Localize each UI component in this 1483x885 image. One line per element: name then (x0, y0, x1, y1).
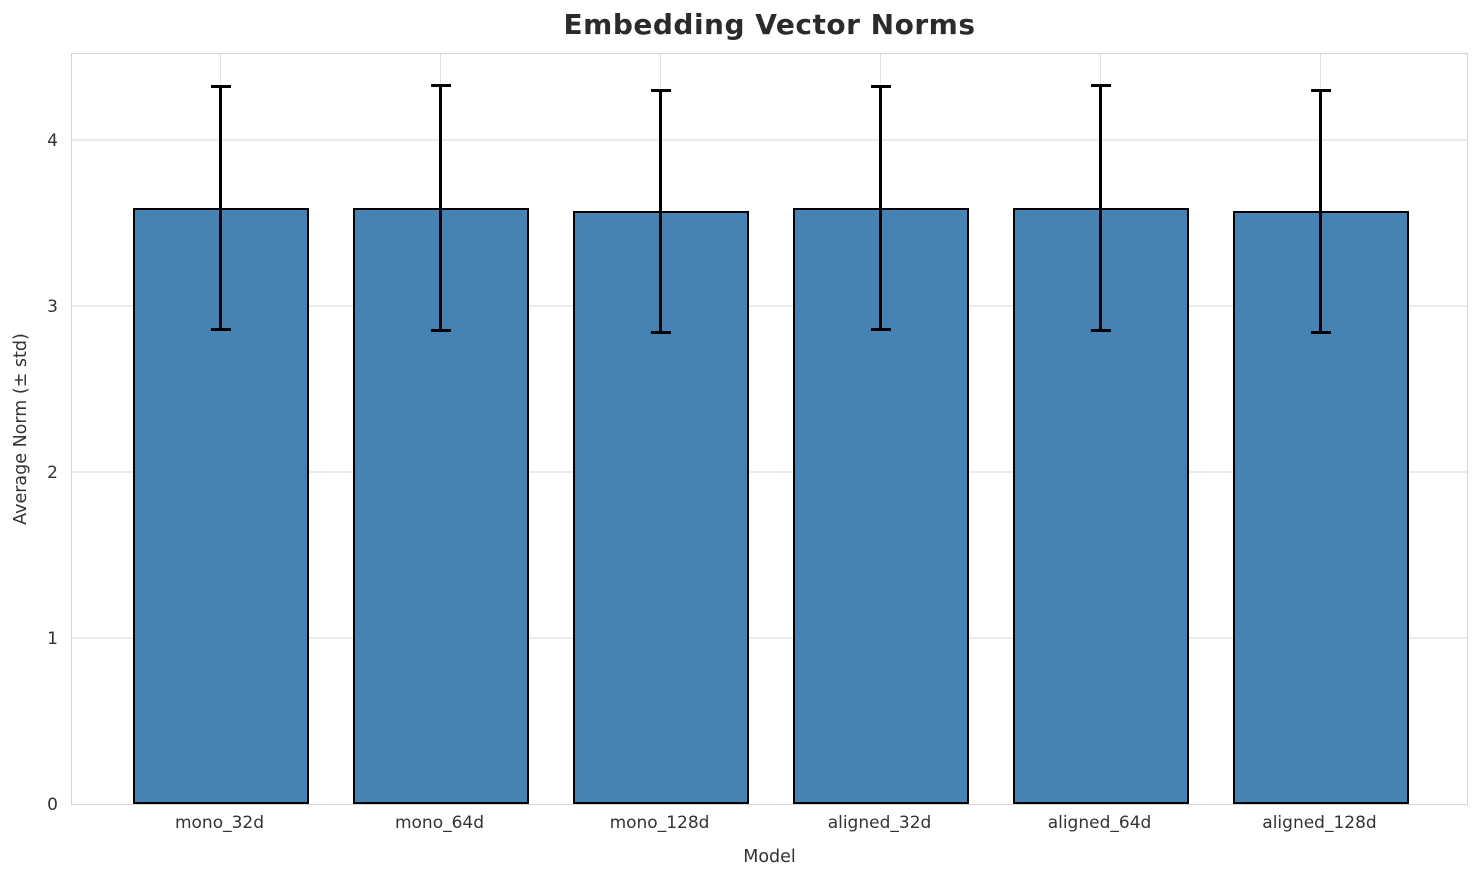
plot-area (71, 53, 1468, 805)
y-tick-label: 0 (47, 795, 58, 815)
bar (1232, 211, 1409, 804)
horizontal-gridline (72, 637, 1467, 639)
error-bar-cap-bottom (430, 329, 451, 333)
error-bar-cap-bottom (1090, 329, 1111, 333)
error-bar-line (1099, 85, 1102, 331)
y-tick-label: 4 (47, 130, 58, 151)
horizontal-gridline (72, 139, 1467, 141)
x-tick-label: mono_64d (394, 813, 485, 833)
error-bar-cap-bottom (870, 327, 891, 331)
horizontal-gridline (72, 471, 1467, 473)
chart-title: Embedding Vector Norms (563, 8, 976, 41)
error-bar-line (879, 86, 882, 330)
x-tick-label: mono_32d (174, 813, 265, 833)
error-bar-line (659, 90, 662, 333)
y-tick-label: 1 (47, 628, 58, 649)
x-tick-label: mono_128d (609, 813, 710, 833)
error-bar-cap-top (1090, 83, 1111, 87)
bar (792, 208, 969, 804)
x-tick-label: aligned_64d (1047, 813, 1152, 833)
x-axis-label: Model (743, 847, 796, 867)
error-bar-cap-top (1310, 88, 1331, 92)
x-tick-label: aligned_128d (1262, 813, 1377, 833)
y-tick-label: 3 (47, 296, 58, 317)
error-bar-cap-top (210, 85, 231, 89)
error-bar-cap-bottom (210, 327, 231, 331)
error-bar-cap-top (650, 88, 671, 92)
y-tick-label: 2 (47, 462, 58, 483)
error-bar-cap-bottom (1310, 331, 1331, 335)
error-bar-line (219, 86, 222, 330)
horizontal-gridline (72, 305, 1467, 307)
error-bar-cap-top (870, 85, 891, 89)
error-bar-cap-top (430, 83, 451, 87)
x-tick-label: aligned_32d (827, 813, 932, 833)
error-bar-cap-bottom (650, 331, 671, 335)
y-axis-label: Average Norm (± std) (11, 333, 31, 525)
error-bar-line (1319, 90, 1322, 333)
error-bar-line (439, 85, 442, 331)
